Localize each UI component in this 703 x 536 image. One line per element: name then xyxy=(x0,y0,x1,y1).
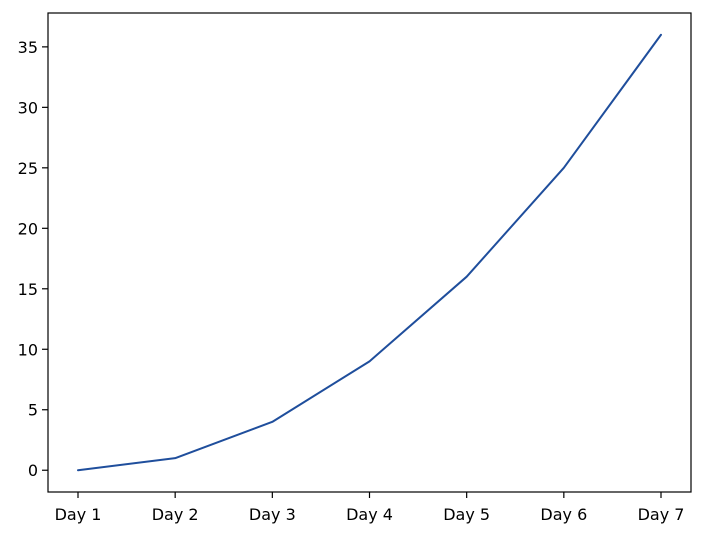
x-tick-label: Day 6 xyxy=(540,505,587,524)
plot-area-frame xyxy=(47,12,692,493)
y-tick-label: 20 xyxy=(18,219,38,238)
y-axis: 0 5 10 15 20 25 30 35 xyxy=(18,38,48,480)
y-tick-label: 10 xyxy=(18,340,38,359)
y-tick-label: 15 xyxy=(18,280,38,299)
x-tick-label: Day 4 xyxy=(346,505,393,524)
x-tick-label: Day 2 xyxy=(152,505,199,524)
x-tick-label: Day 5 xyxy=(443,505,490,524)
x-tick-label: Day 3 xyxy=(249,505,296,524)
y-tick-label: 30 xyxy=(18,98,38,117)
series-group xyxy=(77,33,662,472)
y-tick-label: 0 xyxy=(28,461,38,480)
y-tick-label: 5 xyxy=(28,401,38,420)
x-tick-label: Day 1 xyxy=(55,505,102,524)
y-tick-label: 25 xyxy=(18,159,38,178)
y-tick-label: 35 xyxy=(18,38,38,57)
series-line xyxy=(77,33,662,472)
x-axis: Day 1 Day 2 Day 3 Day 4 Day 5 Day 6 Day 7 xyxy=(55,492,685,524)
x-tick-label: Day 7 xyxy=(638,505,685,524)
